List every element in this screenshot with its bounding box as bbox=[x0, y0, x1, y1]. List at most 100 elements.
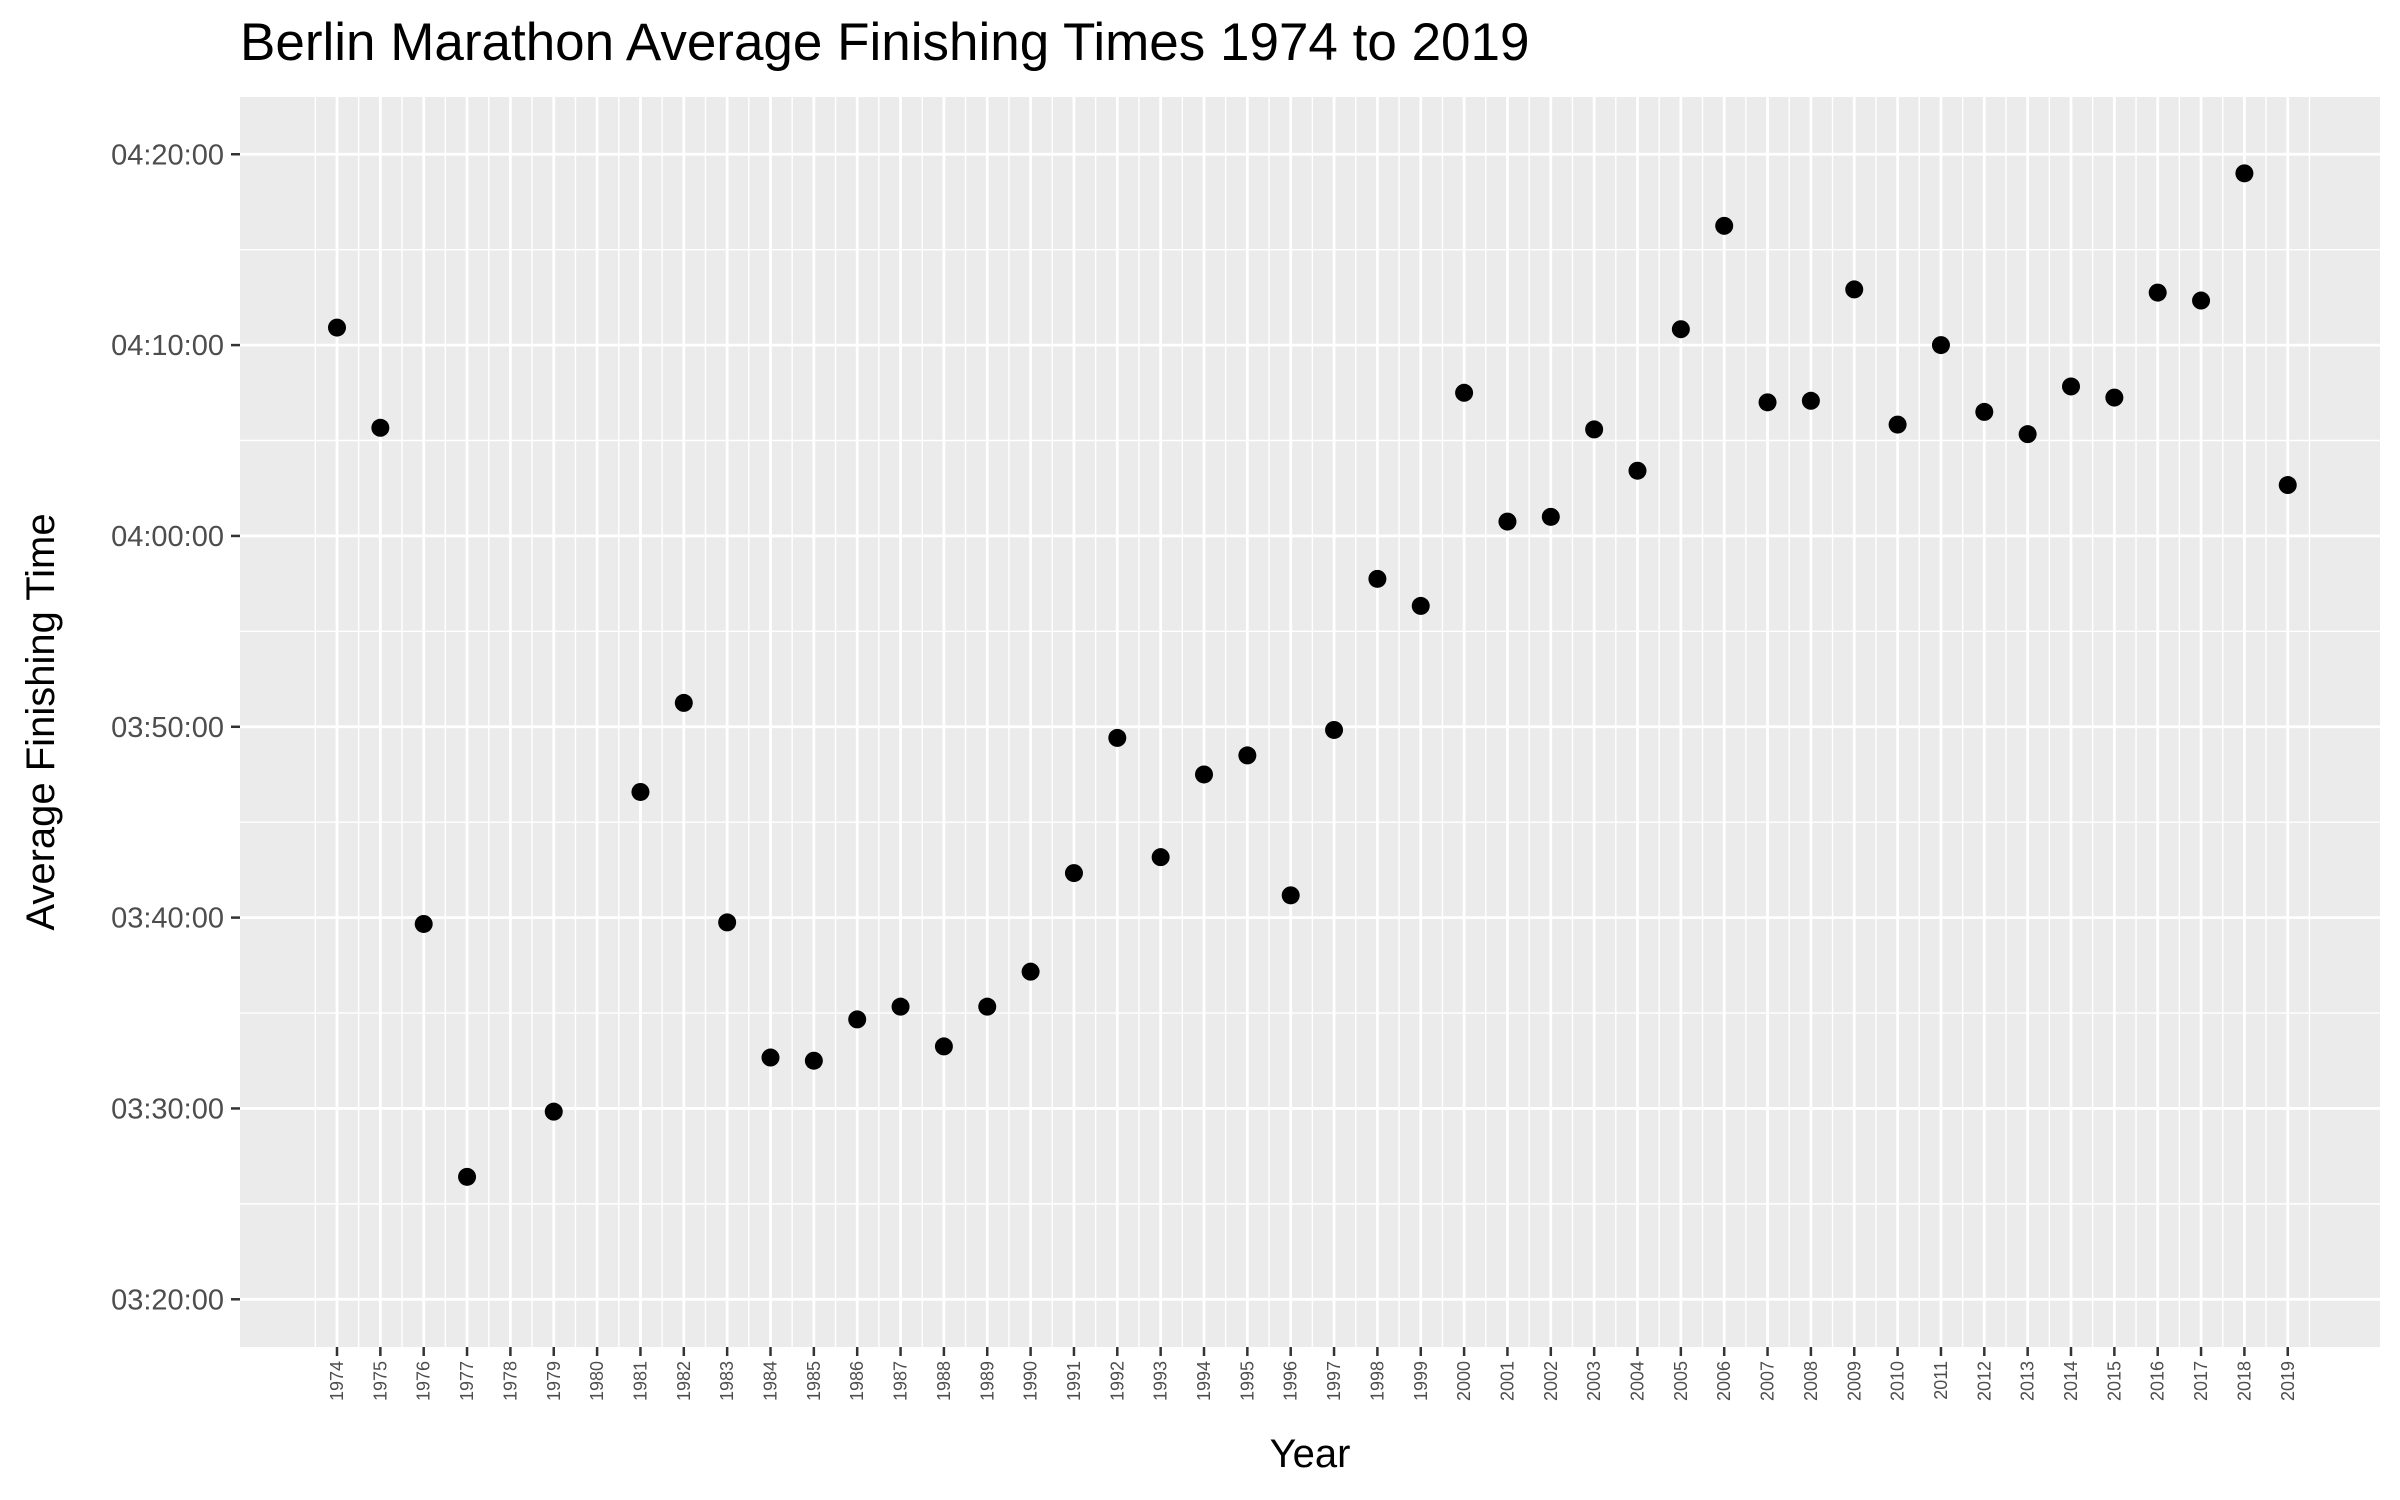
data-point bbox=[2192, 291, 2211, 310]
data-point bbox=[718, 913, 737, 932]
x-tick-label: 1989 bbox=[977, 1361, 997, 1401]
data-point bbox=[1715, 216, 1734, 235]
data-point bbox=[674, 693, 693, 712]
y-tick-label: 04:10:00 bbox=[111, 330, 224, 362]
x-tick-label: 1974 bbox=[327, 1361, 347, 1401]
data-point bbox=[414, 914, 433, 933]
data-point bbox=[631, 782, 650, 801]
y-tick-label: 03:30:00 bbox=[111, 1093, 224, 1125]
data-point bbox=[1585, 420, 1604, 439]
y-tick-label: 03:40:00 bbox=[111, 903, 224, 935]
x-tick-label: 1981 bbox=[630, 1361, 650, 1401]
data-point bbox=[891, 997, 910, 1016]
x-tick-label: 1984 bbox=[761, 1361, 781, 1401]
x-tick-label: 2012 bbox=[1974, 1361, 1994, 1401]
data-point bbox=[1368, 569, 1387, 588]
x-tick-label: 1986 bbox=[847, 1361, 867, 1401]
plot-panel bbox=[240, 97, 2380, 1347]
data-point bbox=[1021, 962, 1040, 981]
data-point bbox=[2235, 164, 2254, 183]
y-axis-ticks: 03:20:00 03:30:00 03:40:00 03:50:00 04:00:00… bbox=[111, 139, 240, 1316]
x-tick-label: 1982 bbox=[674, 1361, 694, 1401]
x-tick-label: 1983 bbox=[717, 1361, 737, 1401]
x-tick-label: 2018 bbox=[2234, 1361, 2254, 1401]
data-point bbox=[1931, 336, 1950, 355]
y-tick-label: 03:50:00 bbox=[111, 712, 224, 744]
x-tick-label: 2013 bbox=[2018, 1361, 2038, 1401]
x-tick-label: 2007 bbox=[1758, 1361, 1778, 1401]
data-point bbox=[934, 1037, 953, 1056]
data-point bbox=[1845, 280, 1864, 299]
x-tick-label: 2006 bbox=[1714, 1361, 1734, 1401]
x-tick-label: 2000 bbox=[1454, 1361, 1474, 1401]
x-tick-label: 2001 bbox=[1497, 1361, 1517, 1401]
data-point bbox=[2018, 425, 2037, 444]
x-tick-label: 1990 bbox=[1021, 1361, 1041, 1401]
data-point bbox=[458, 1167, 477, 1186]
y-tick-label: 03:20:00 bbox=[111, 1284, 224, 1316]
x-tick-label: 1994 bbox=[1194, 1361, 1214, 1401]
x-tick-label: 2003 bbox=[1584, 1361, 1604, 1401]
data-point bbox=[1411, 596, 1430, 615]
major-gridlines-x bbox=[335, 97, 2290, 1347]
data-point bbox=[1671, 320, 1690, 339]
data-point bbox=[2105, 388, 2124, 407]
x-tick-label: 1988 bbox=[934, 1361, 954, 1401]
y-tick-label: 04:20:00 bbox=[111, 139, 224, 171]
x-tick-label: 1992 bbox=[1107, 1361, 1127, 1401]
data-point bbox=[2062, 377, 2080, 396]
data-point bbox=[1238, 746, 1257, 765]
data-point bbox=[1064, 864, 1083, 883]
data-point bbox=[761, 1048, 780, 1067]
x-tick-label: 2019 bbox=[2278, 1361, 2298, 1401]
x-tick-label: 1979 bbox=[544, 1361, 564, 1401]
x-axis-ticks: 1974 1975 1976 1977 1978 1979 1980 1981 1982 1983… bbox=[327, 1347, 2298, 1401]
x-tick-label: 1977 bbox=[457, 1361, 477, 1401]
data-point bbox=[2148, 283, 2167, 302]
data-point bbox=[371, 418, 390, 437]
data-point bbox=[978, 997, 997, 1016]
x-tick-label: 2008 bbox=[1801, 1361, 1821, 1401]
x-tick-label: 1999 bbox=[1411, 1361, 1431, 1401]
x-tick-label: 1997 bbox=[1324, 1361, 1344, 1401]
x-tick-label: 1995 bbox=[1237, 1361, 1257, 1401]
data-point bbox=[1888, 415, 1907, 434]
x-tick-label: 1987 bbox=[891, 1361, 911, 1401]
data-point bbox=[1975, 402, 1994, 421]
data-point bbox=[804, 1051, 823, 1070]
data-point bbox=[1151, 848, 1170, 867]
x-tick-label: 2017 bbox=[2191, 1361, 2211, 1401]
data-point bbox=[1195, 765, 1213, 784]
x-tick-label: 2004 bbox=[1628, 1361, 1648, 1401]
y-axis-title: Average Finishing Time bbox=[19, 513, 63, 930]
data-point bbox=[544, 1102, 563, 1121]
data-points bbox=[328, 164, 2297, 1186]
x-tick-label: 2010 bbox=[1888, 1361, 1908, 1401]
data-point bbox=[1281, 886, 1300, 905]
x-tick-label: 1975 bbox=[370, 1361, 390, 1401]
x-tick-label: 1976 bbox=[414, 1361, 434, 1401]
x-tick-label: 2016 bbox=[2148, 1361, 2168, 1401]
x-tick-label: 2005 bbox=[1671, 1361, 1691, 1401]
x-tick-label: 2002 bbox=[1541, 1361, 1561, 1401]
x-tick-label: 2011 bbox=[1931, 1361, 1951, 1400]
x-tick-label: 1993 bbox=[1151, 1361, 1171, 1401]
x-tick-label: 2014 bbox=[2061, 1361, 2081, 1401]
y-tick-label: 04:00:00 bbox=[111, 521, 224, 553]
data-point bbox=[1801, 391, 1820, 410]
x-tick-label: 1998 bbox=[1367, 1361, 1387, 1401]
minor-gridlines-x bbox=[314, 97, 2311, 1347]
data-point bbox=[848, 1010, 867, 1029]
data-point bbox=[1628, 461, 1647, 480]
x-axis-title: Year bbox=[1270, 1432, 1351, 1476]
data-point bbox=[328, 318, 346, 337]
x-tick-label: 1985 bbox=[804, 1361, 824, 1401]
x-tick-label: 2009 bbox=[1844, 1361, 1864, 1401]
data-point bbox=[1455, 383, 1474, 402]
x-tick-label: 1978 bbox=[500, 1361, 520, 1401]
x-tick-label: 1996 bbox=[1281, 1361, 1301, 1401]
x-tick-label: 2015 bbox=[2104, 1361, 2124, 1401]
chart-title: Berlin Marathon Average Finishing Times … bbox=[240, 13, 1530, 72]
data-point bbox=[1325, 720, 1344, 739]
